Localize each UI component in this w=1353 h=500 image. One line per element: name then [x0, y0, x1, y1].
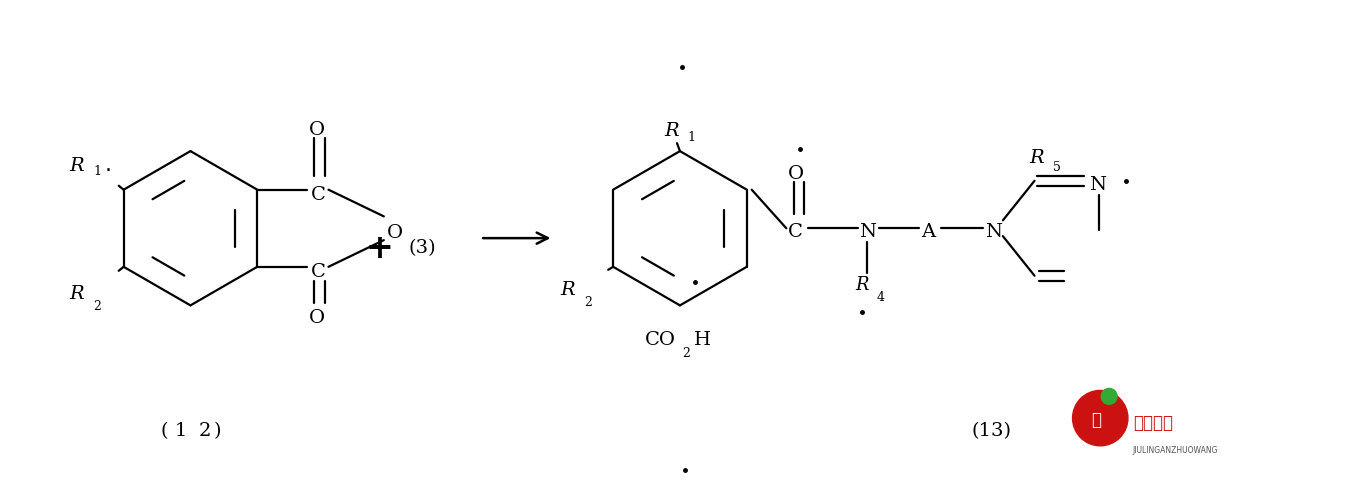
Text: N: N [859, 223, 877, 241]
Text: JIULINGANZHUOWANG: JIULINGANZHUOWANG [1132, 446, 1218, 454]
Text: ): ) [214, 422, 221, 440]
Text: 2: 2 [682, 347, 690, 360]
Text: 2: 2 [93, 300, 101, 313]
Text: 4: 4 [877, 292, 885, 304]
Text: R: R [69, 157, 84, 175]
Text: R: R [855, 276, 869, 293]
Circle shape [1073, 390, 1128, 446]
Text: (13): (13) [971, 422, 1012, 440]
Text: R: R [664, 122, 679, 140]
Text: .: . [106, 155, 112, 175]
Text: 1: 1 [93, 166, 101, 178]
Text: O: O [387, 224, 403, 242]
Text: H: H [694, 331, 710, 349]
Text: R: R [560, 280, 575, 298]
Text: C: C [789, 223, 804, 241]
Text: (3): (3) [409, 239, 436, 257]
Text: R: R [69, 284, 84, 302]
Text: O: O [789, 165, 805, 183]
Text: 2: 2 [584, 296, 593, 309]
Text: N: N [985, 223, 1003, 241]
Text: CO: CO [645, 331, 676, 349]
Text: R: R [1030, 149, 1045, 167]
Text: C: C [311, 186, 326, 204]
Text: 零安卓网: 零安卓网 [1132, 414, 1173, 432]
Text: O: O [308, 122, 325, 140]
Text: O: O [308, 309, 325, 327]
Text: +: + [365, 232, 394, 264]
Text: N: N [1089, 176, 1105, 194]
Text: C: C [311, 262, 326, 280]
Text: 5: 5 [1054, 161, 1061, 174]
Text: A: A [921, 223, 935, 241]
Text: 1: 1 [687, 131, 695, 144]
Text: ( 1: ( 1 [161, 422, 187, 440]
Circle shape [1101, 388, 1118, 404]
Text: 2: 2 [199, 422, 211, 440]
Text: 九: 九 [1092, 411, 1101, 429]
